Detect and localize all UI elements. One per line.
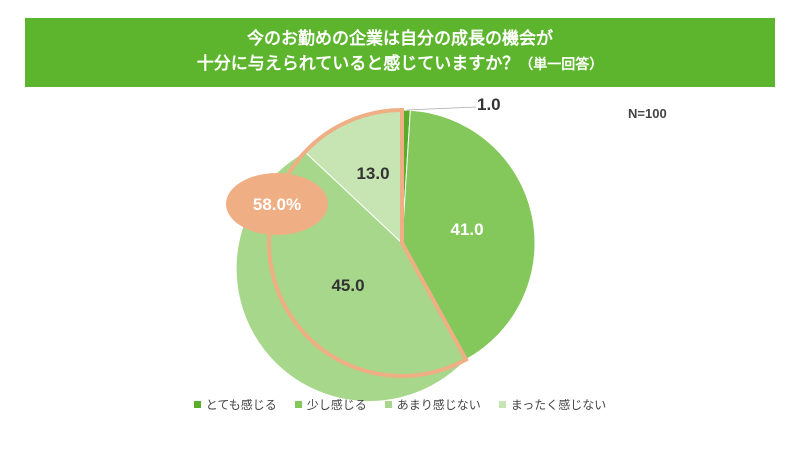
slice-label-somewhat: 41.0 <box>450 220 483 239</box>
legend-swatch-icon <box>498 401 506 408</box>
legend-label: 少し感じる <box>306 398 367 412</box>
legend-item-not-much: あまり感じない <box>384 396 481 413</box>
legend-swatch-icon <box>193 401 201 408</box>
chart-title-line2: 十分に与えられていると感じていますか？（単一回答） <box>197 52 604 78</box>
slice-label-very-much: 1.0 <box>477 95 501 114</box>
highlight-border <box>267 107 469 378</box>
leader-line <box>406 106 477 111</box>
highlight-callout-label: 58.0% <box>253 195 301 214</box>
legend-item-somewhat: 少し感じる <box>294 396 367 413</box>
legend-label: まったく感じない <box>510 398 607 412</box>
legend-item-very-much: とても感じる <box>193 396 277 413</box>
chart-title-question: 十分に与えられていると感じていますか？ <box>196 54 520 74</box>
chart-legend: とても感じる 少し感じる あまり感じない まったく感じない <box>0 396 800 413</box>
pie-slice-somewhat <box>401 109 536 361</box>
legend-label: とても感じる <box>205 398 277 412</box>
legend-swatch-icon <box>294 401 302 408</box>
sample-size-label: N=100 <box>628 106 667 121</box>
chart-title-banner: 今のお勤めの企業は自分の成長の機会が 十分に与えられていると感じていますか？（単… <box>25 18 775 87</box>
legend-item-not-at-all: まったく感じない <box>498 396 607 413</box>
legend-label: あまり感じない <box>396 398 481 412</box>
legend-swatch-icon <box>384 401 392 408</box>
chart-title-line1: 今のお勤めの企業は自分の成長の機会が <box>247 29 553 49</box>
chart-title-answer-type: （単一回答） <box>519 57 604 73</box>
highlight-callout <box>226 173 328 235</box>
slice-label-not-at-all: 13.0 <box>356 164 389 183</box>
slice-label-not-much: 45.0 <box>331 276 364 295</box>
